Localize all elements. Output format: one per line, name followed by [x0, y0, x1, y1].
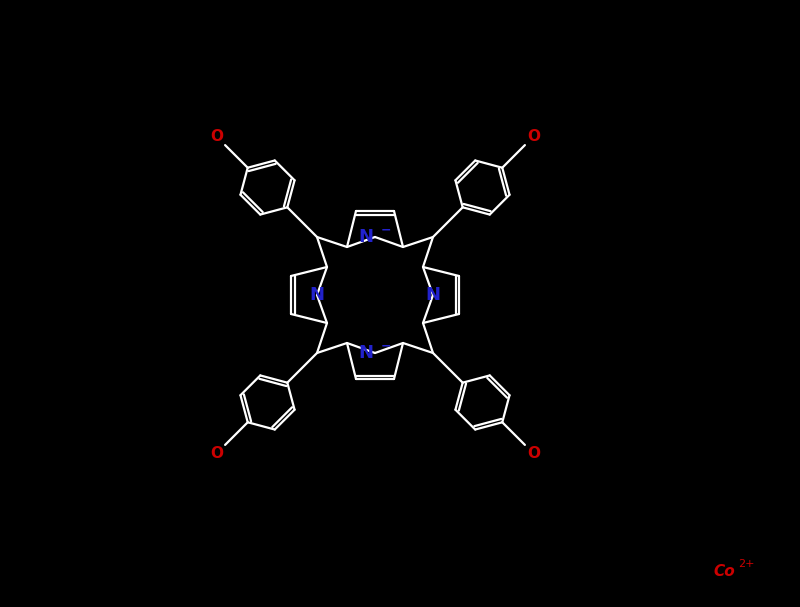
- Text: 2+: 2+: [738, 559, 754, 569]
- Text: −: −: [381, 339, 391, 353]
- Text: O: O: [527, 446, 540, 461]
- Text: N: N: [310, 286, 325, 304]
- Text: N: N: [358, 228, 373, 246]
- Text: N: N: [426, 286, 441, 304]
- Text: O: O: [527, 129, 540, 144]
- Text: Co: Co: [713, 565, 735, 580]
- Text: O: O: [210, 446, 223, 461]
- Text: O: O: [210, 129, 223, 144]
- Text: −: −: [381, 223, 391, 237]
- Text: N: N: [358, 344, 373, 362]
